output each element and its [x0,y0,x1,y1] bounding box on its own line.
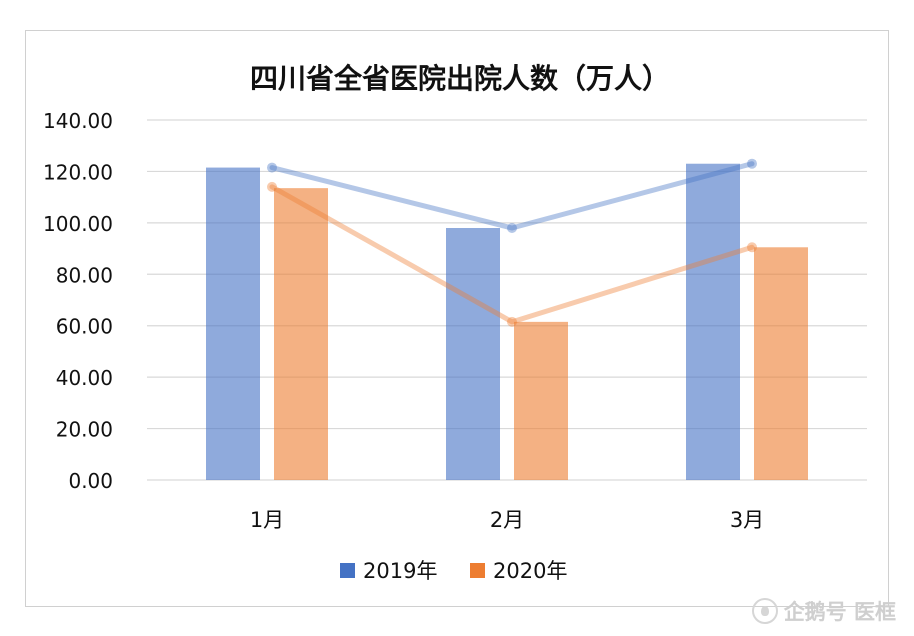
legend-swatch-1 [340,563,355,578]
y-tick-label: 20.00 [56,418,113,442]
x-tick-label: 2月 [490,508,524,532]
bar-2-3 [754,247,808,480]
y-tick-label: 0.00 [68,469,113,493]
y-tick-label: 120.00 [43,160,113,184]
y-axis-tick-labels: 0.00 20.00 40.00 60.00 80.00 100.00 120.00 140.… [43,109,113,493]
y-tick-label: 100.00 [43,212,113,236]
penguin-icon [751,598,778,624]
chart-title: 四川省全省医院出院人数（万人） [250,62,670,95]
series-line-2 [269,184,755,325]
x-tick-label: 3月 [730,508,764,532]
line-point-2-3 [747,242,757,253]
y-tick-label: 60.00 [56,315,113,339]
bar-1-3 [686,163,740,480]
series-line-1 [269,161,755,231]
line-point-2-1 [267,181,277,192]
legend-label-2: 2020年 [493,559,567,583]
x-tick-label: 1月 [250,508,284,532]
y-tick-label: 140.00 [43,109,113,133]
line-point-2-2 [507,316,517,327]
overlay-lines [267,158,757,327]
y-tick-label: 80.00 [56,263,113,287]
legend: 2019年 2020年 [340,559,567,583]
bars [206,163,808,481]
line-point-1-3 [747,158,757,169]
x-axis-tick-labels: 1月 2月 3月 [250,508,764,532]
bar-1-1 [206,167,260,481]
bar-2-1 [274,188,328,480]
legend-label-1: 2019年 [363,559,437,583]
line-point-1-2 [507,223,517,233]
line-point-1-1 [267,162,277,173]
bar-2-2 [514,321,568,480]
watermark: 企鹅号 医框 [751,596,896,626]
legend-swatch-2 [470,563,485,578]
y-tick-label: 40.00 [56,366,113,390]
bar-1-2 [446,228,500,480]
gridlines [147,119,867,481]
watermark-text: 企鹅号 医框 [783,600,896,624]
